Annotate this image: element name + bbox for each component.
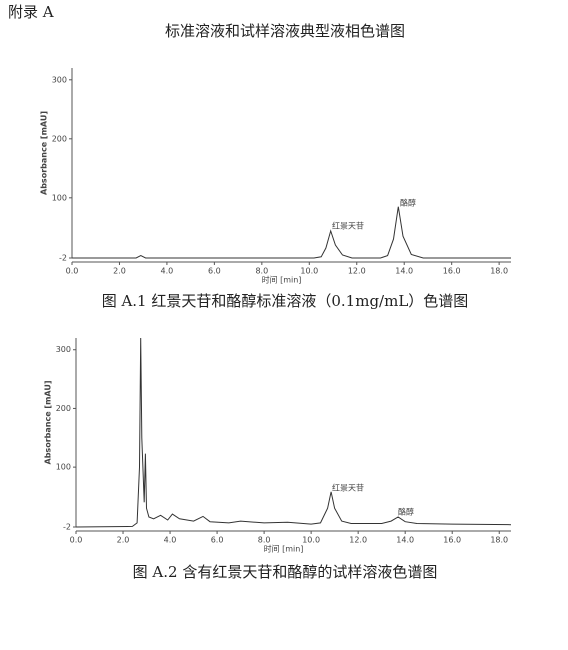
x-tick-label: 2.0 xyxy=(117,536,130,545)
caption: 图 A.2 含有红景天苷和酪醇的试样溶液色谱图 xyxy=(133,563,438,581)
peak-label: 红景天苷 xyxy=(332,483,364,493)
x-tick-label: 8.0 xyxy=(258,536,271,545)
peak-label: 酪醇 xyxy=(400,198,416,208)
y-tick-label: -2 xyxy=(59,254,67,263)
y-tick-label: -2 xyxy=(63,523,71,532)
y-tick-label: 200 xyxy=(56,404,71,413)
y-axis-label: Absorbance [mAU] xyxy=(44,381,53,465)
x-tick-label: 8.0 xyxy=(255,267,268,276)
chromatogram-line xyxy=(76,338,511,528)
y-tick-label: 100 xyxy=(56,463,71,472)
x-tick-label: 14.0 xyxy=(396,536,414,545)
x-tick-label: 12.0 xyxy=(348,267,366,276)
x-tick-label: 0.0 xyxy=(70,536,83,545)
x-axis-label: 时间 [min] xyxy=(264,544,304,554)
x-tick-label: 10.0 xyxy=(302,536,320,545)
x-tick-label: 6.0 xyxy=(211,536,224,545)
x-tick-label: 16.0 xyxy=(443,267,461,276)
peak-label: 酪醇 xyxy=(398,507,414,517)
y-axis-label: Absorbance [mAU] xyxy=(40,111,49,195)
peak-label: 红景天苷 xyxy=(332,221,364,231)
caption: 图 A.1 红景天苷和酪醇标准溶液（0.1mg/mL）色谱图 xyxy=(102,292,469,310)
x-tick-label: 16.0 xyxy=(443,536,461,545)
chart: -2 100 200 300 0.0 2.0 4.0 6.0 8.0 10.0 12.0 14.0 16… xyxy=(44,338,511,581)
chart: -2 100 200 300 0.0 2.0 4.0 6.0 8.0 10.0 12.0 14.0 16… xyxy=(40,68,511,310)
x-tick-label: 12.0 xyxy=(349,536,367,545)
page-title: 标准溶液和试样溶液典型液相色谱图 xyxy=(165,22,405,40)
x-tick-label: 2.0 xyxy=(113,267,126,276)
x-tick-label: 0.0 xyxy=(66,267,79,276)
x-tick-label: 18.0 xyxy=(490,536,508,545)
y-tick-label: 100 xyxy=(52,193,67,202)
x-tick-label: 6.0 xyxy=(208,267,221,276)
appendix: 附录 A xyxy=(8,3,54,21)
y-tick-label: 300 xyxy=(56,345,71,354)
x-tick-label: 14.0 xyxy=(395,267,413,276)
y-tick-label: 200 xyxy=(52,134,67,143)
chromatogram-line xyxy=(72,206,511,259)
x-axis-label: 时间 [min] xyxy=(262,275,302,285)
x-tick-label: 18.0 xyxy=(490,267,508,276)
y-tick-label: 300 xyxy=(52,75,67,84)
x-tick-label: 10.0 xyxy=(300,267,318,276)
x-tick-label: 4.0 xyxy=(161,267,174,276)
x-tick-label: 4.0 xyxy=(164,536,177,545)
